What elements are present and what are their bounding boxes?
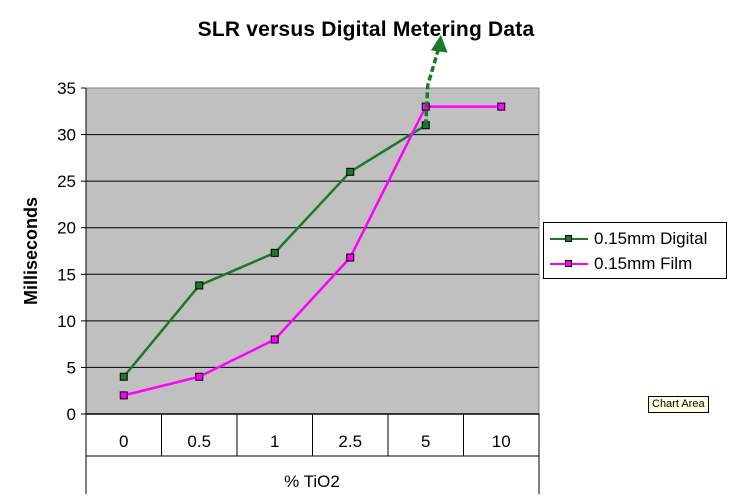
chart-title: SLR versus Digital Metering Data xyxy=(197,18,535,41)
axes xyxy=(81,87,540,494)
chart-area-tooltip: Chart Area xyxy=(648,396,709,413)
x-tick-label: 1 xyxy=(270,432,279,451)
x-tick-label: 2.5 xyxy=(338,432,362,451)
x-tick-label: 10 xyxy=(492,432,511,451)
data-point[interactable] xyxy=(195,372,204,381)
legend-label-digital: 0.15mm Digital xyxy=(594,229,708,248)
legend-label-film: 0.15mm Film xyxy=(594,254,693,273)
data-point[interactable] xyxy=(497,102,506,111)
data-point[interactable] xyxy=(195,281,204,290)
data-point[interactable] xyxy=(119,391,128,400)
data-point[interactable] xyxy=(119,372,128,381)
x-tick-label: 5 xyxy=(421,432,430,451)
annotation-arrow xyxy=(424,34,448,126)
x-axis-label: % TiO2 xyxy=(284,472,340,491)
arrow-shaft xyxy=(424,47,441,126)
y-tick-label: 10 xyxy=(57,312,76,331)
y-tick-label: 0 xyxy=(67,405,76,424)
x-tick-label: 0.5 xyxy=(187,432,211,451)
legend-item-film[interactable]: 0.15mm Film xyxy=(550,254,692,274)
series-line-1 xyxy=(123,105,502,397)
y-tick-label: 25 xyxy=(57,172,76,191)
arrow-head xyxy=(430,34,448,53)
y-tick-labels: 0 5 10 15 20 25 30 35 xyxy=(57,79,76,424)
y-tick-label: 30 xyxy=(57,126,76,145)
y-tick-label: 5 xyxy=(67,358,76,377)
y-tick-label: 15 xyxy=(57,265,76,284)
x-tick-labels: 0 0.5 1 2.5 5 10 xyxy=(119,432,511,451)
data-point[interactable] xyxy=(346,167,355,176)
y-axis-label: Milliseconds xyxy=(21,197,41,305)
y-tick-label: 20 xyxy=(57,219,76,238)
legend-swatch-digital xyxy=(550,229,588,249)
x-tick-label: 0 xyxy=(119,432,128,451)
data-point[interactable] xyxy=(346,253,355,262)
legend[interactable]: 0.15mm Digital 0.15mm Film xyxy=(543,222,727,279)
plot-area xyxy=(86,88,539,414)
y-tick-label: 35 xyxy=(57,79,76,98)
legend-swatch-film xyxy=(550,254,588,274)
data-point[interactable] xyxy=(270,335,279,344)
data-point[interactable] xyxy=(270,248,279,257)
legend-item-digital[interactable]: 0.15mm Digital xyxy=(550,229,707,249)
